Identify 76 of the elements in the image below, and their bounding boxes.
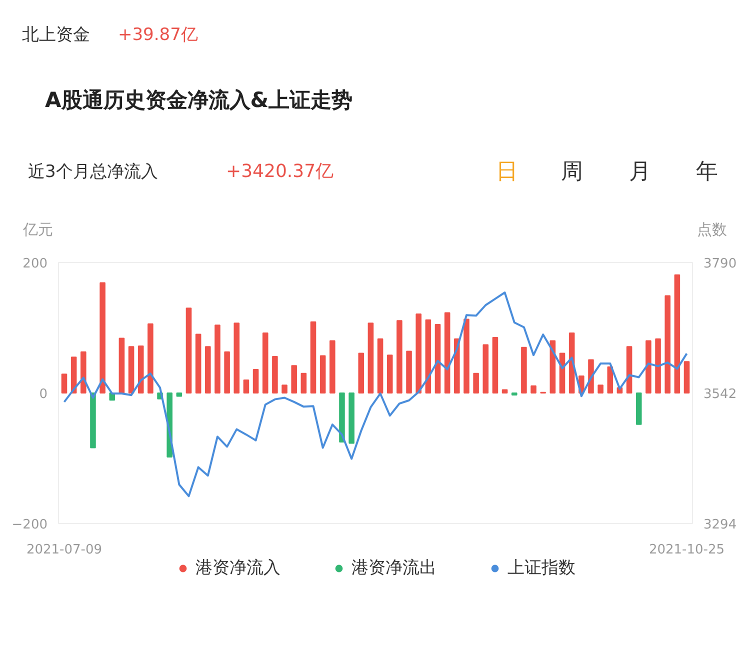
bar (530, 385, 536, 394)
legend-label: 港资净流入 (196, 557, 280, 579)
bar (664, 295, 670, 394)
bar (148, 323, 154, 394)
bar (406, 350, 412, 394)
bar (252, 369, 259, 394)
text: 周 (561, 158, 583, 186)
text: +39.87亿 (118, 24, 198, 47)
bar (118, 338, 125, 394)
y2-axis-title: 点数 (697, 219, 727, 240)
text: 北上资金 (22, 24, 90, 47)
bar (138, 346, 144, 394)
line-series (63, 291, 688, 498)
bar (358, 352, 364, 394)
bar (262, 332, 268, 394)
bar (300, 372, 307, 394)
bar (674, 274, 680, 394)
y2-tick-label: 3294 (704, 518, 737, 532)
bar (482, 344, 489, 394)
bar (607, 366, 614, 394)
bar (444, 312, 450, 394)
bar (234, 322, 240, 394)
bar (243, 379, 250, 394)
bar (176, 392, 182, 397)
text: 年 (696, 158, 718, 186)
bar (473, 372, 479, 394)
bar (348, 392, 354, 444)
bar (291, 365, 297, 394)
text: 月 (629, 158, 651, 186)
legend-label: 港资净流出 (352, 557, 436, 579)
bar (61, 374, 68, 394)
bar (272, 356, 278, 394)
bar (205, 346, 211, 394)
bar (684, 361, 690, 394)
y-tick-label: −200 (12, 518, 48, 532)
bar (464, 318, 470, 394)
bar (80, 351, 86, 394)
y-tick-label: 0 (39, 387, 48, 402)
text: +3420.37亿 (226, 160, 334, 184)
bar (224, 351, 230, 394)
bar (386, 354, 393, 394)
bar (186, 308, 192, 394)
bar (425, 319, 432, 394)
bar (214, 324, 220, 394)
y2-tick-label: 3542 (704, 387, 737, 402)
bar (434, 324, 441, 394)
bar (339, 392, 345, 442)
bar (195, 334, 202, 394)
bar (646, 340, 652, 394)
bar (636, 392, 642, 425)
bar (368, 322, 374, 394)
bar (100, 282, 106, 394)
bar (502, 389, 508, 394)
bar (90, 392, 96, 448)
x-tick-label: 2021-10-25 (648, 542, 725, 558)
bar (330, 340, 336, 394)
text: 日 (496, 158, 518, 186)
x-tick-label: 2021-07-09 (26, 542, 102, 558)
bar (598, 384, 604, 394)
bar (521, 346, 527, 394)
y-tick-label: 200 (22, 256, 48, 272)
bar (320, 355, 326, 394)
bar (282, 384, 288, 394)
bar (128, 346, 134, 394)
bar (492, 337, 498, 394)
legend-label: 上证指数 (508, 557, 576, 579)
bar (416, 314, 422, 394)
chart-title: A股通历史资金净流入&上证走势 (45, 87, 353, 114)
y-axis-title: 亿元 (23, 219, 53, 240)
y2-tick-label: 3790 (704, 256, 737, 272)
text: 近3个月总净流入 (28, 160, 158, 184)
bar (310, 321, 316, 394)
bar (396, 320, 402, 394)
bar (655, 338, 661, 394)
bar (377, 338, 384, 394)
bar (626, 346, 632, 394)
